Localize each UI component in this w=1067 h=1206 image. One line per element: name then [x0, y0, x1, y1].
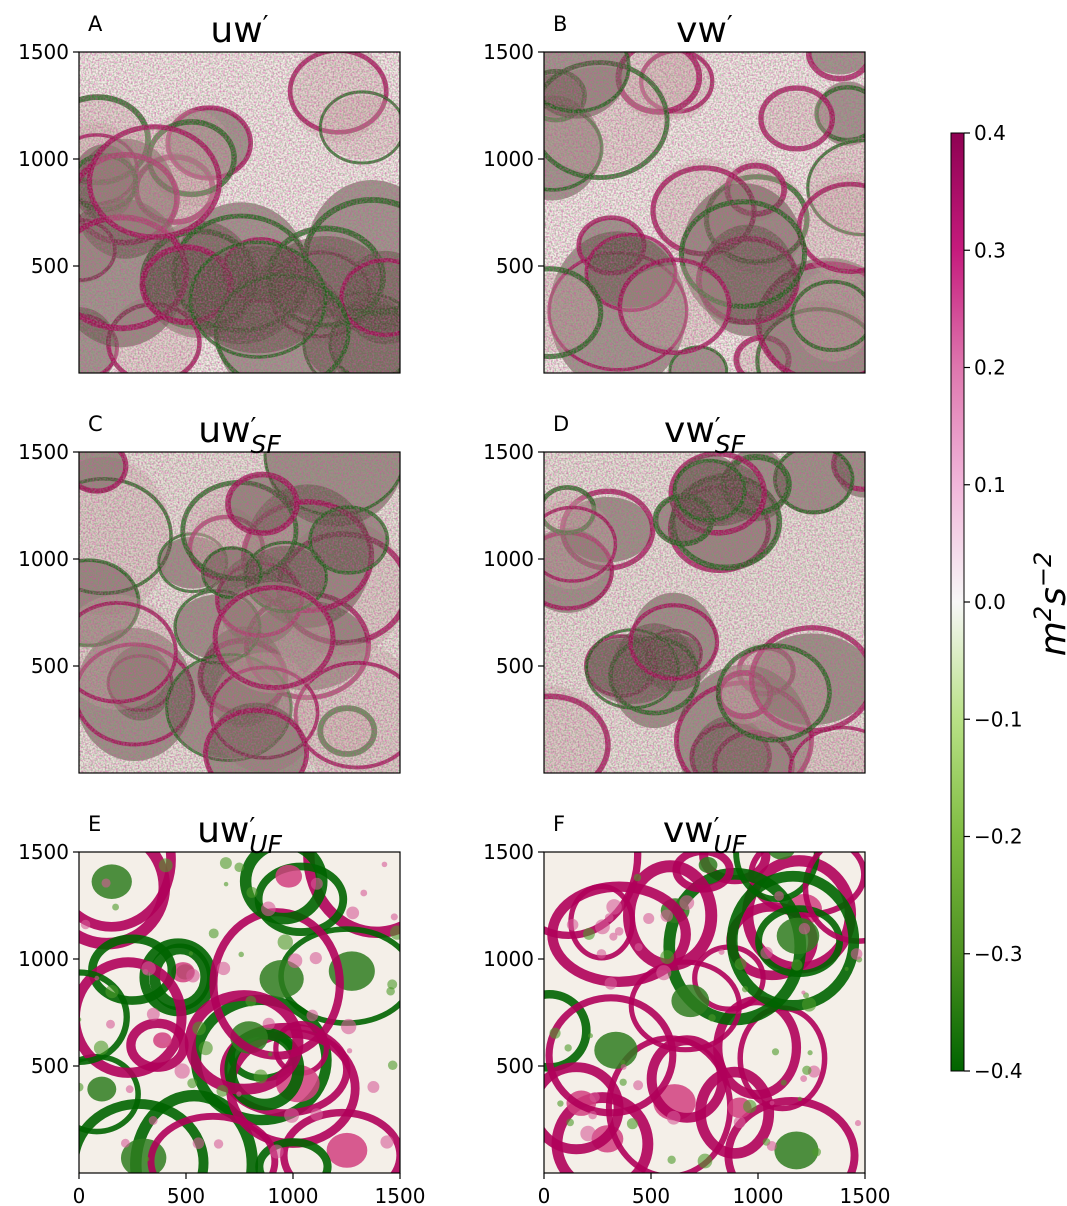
- x-tick-label: 500: [632, 1184, 670, 1206]
- panel-title-subscript: SF: [715, 430, 746, 459]
- colorbar-tick-label: −0.4: [974, 1059, 1023, 1083]
- colorbar-tick-label: 0.4: [974, 121, 1006, 145]
- panel-title-prime: ′: [715, 413, 721, 443]
- x-tick-label: 0: [73, 1184, 86, 1206]
- axes-frame: [543, 51, 866, 374]
- y-tick-label: 1000: [18, 147, 69, 171]
- y-tick-label: 1500: [483, 440, 534, 464]
- panel-title-subscript: UF: [249, 830, 282, 859]
- panel-letter: E: [88, 812, 101, 836]
- panel-title: uw′: [210, 10, 268, 51]
- axes-frame: [78, 851, 401, 1174]
- panel-title-prime: ′: [714, 813, 720, 843]
- y-tick-label: 1000: [18, 947, 69, 971]
- heatmap-field: [544, 452, 865, 773]
- panel-title-prime: ′: [727, 11, 733, 41]
- panel-title-text: vw: [663, 810, 714, 851]
- panel-title: vw′ UF: [663, 810, 747, 859]
- heatmap-field: [79, 852, 400, 1173]
- y-tick-label: 1000: [483, 947, 534, 971]
- panel-letter: A: [88, 12, 103, 36]
- x-tick-label: 1000: [733, 1184, 784, 1206]
- y-tick-label: 1500: [18, 440, 69, 464]
- colorbar-label: m2s−2: [1029, 552, 1067, 657]
- panel-title-text: uw: [210, 10, 262, 51]
- colorbar-tick-label: −0.3: [974, 942, 1023, 966]
- y-tick-label: 500: [496, 1054, 534, 1078]
- panel-title-text: uw: [198, 410, 250, 451]
- panel-letter: C: [88, 412, 103, 436]
- y-tick-label: 500: [31, 654, 69, 678]
- panel-title-subscript: UF: [713, 830, 746, 859]
- y-tick-label: 1000: [18, 547, 69, 571]
- panel-a: 500 1000 1500 A uw′: [18, 10, 401, 374]
- colorbar-tick-label: 0.0: [974, 590, 1006, 614]
- panel-f: 500 1000 1500 0 500 1000 1500 F vw′ UF: [483, 810, 891, 1206]
- panel-title-prime: ′: [251, 413, 257, 443]
- y-tick-label: 1500: [483, 40, 534, 64]
- colorbar-tick-label: −0.1: [974, 707, 1023, 731]
- panel-letter: F: [553, 812, 565, 836]
- panel-title-text: vw: [676, 10, 727, 51]
- heatmap-field: [544, 52, 865, 373]
- heatmap-field: [544, 852, 865, 1173]
- panel-e: 500 1000 1500 0 500 1000 1500 E uw′ UF: [18, 810, 426, 1206]
- y-tick-label: 500: [31, 1054, 69, 1078]
- x-tick-label: 1500: [375, 1184, 426, 1206]
- heatmap-field: [79, 452, 400, 773]
- panel-title: vw′ SF: [664, 410, 746, 459]
- x-tick-label: 500: [167, 1184, 205, 1206]
- colorbar-tick-label: −0.2: [974, 825, 1023, 849]
- panel-title: vw′: [676, 10, 733, 51]
- heatmap-field: [79, 52, 400, 373]
- axes-frame: [78, 51, 401, 374]
- axes-frame: [543, 451, 866, 774]
- y-tick-label: 1000: [483, 147, 534, 171]
- colorbar-tick-label: 0.3: [974, 238, 1006, 262]
- colorbar-tick-label: 0.2: [974, 356, 1006, 380]
- y-tick-label: 500: [496, 254, 534, 278]
- panel-title-prime: ′: [263, 11, 269, 41]
- panel-title: uw′ SF: [198, 410, 281, 459]
- panel-b: 500 1000 1500 B vw′: [483, 10, 866, 374]
- y-tick-label: 500: [31, 254, 69, 278]
- panel-d: 500 1000 1500 D vw′ SF: [483, 410, 866, 774]
- y-tick-label: 1000: [483, 547, 534, 571]
- x-tick-label: 1000: [268, 1184, 319, 1206]
- y-tick-label: 1500: [483, 840, 534, 864]
- panel-letter: B: [553, 12, 567, 36]
- panel-title: uw′ UF: [197, 810, 282, 859]
- panel-title-text: vw: [664, 410, 715, 451]
- colorbar-fill: [950, 132, 965, 1072]
- y-tick-label: 1500: [18, 840, 69, 864]
- panel-title-prime: ′: [249, 813, 255, 843]
- panel-title-text: uw: [197, 810, 249, 851]
- x-tick-label: 0: [538, 1184, 551, 1206]
- panel-c: 500 1000 1500 C uw′ SF: [18, 410, 401, 774]
- axes-frame: [543, 851, 866, 1174]
- y-tick-label: 1500: [18, 40, 69, 64]
- panel-letter: D: [553, 412, 569, 436]
- colorbar: 0.4 0.3 0.2 0.1 0.0 −0.1 −0.2 −0.3 −0.4 m2s−2: [950, 121, 1067, 1083]
- panel-title-subscript: SF: [250, 430, 281, 459]
- x-tick-label: 1500: [840, 1184, 891, 1206]
- y-tick-label: 500: [496, 654, 534, 678]
- axes-frame: [78, 451, 401, 774]
- colorbar-tick-label: 0.1: [974, 473, 1006, 497]
